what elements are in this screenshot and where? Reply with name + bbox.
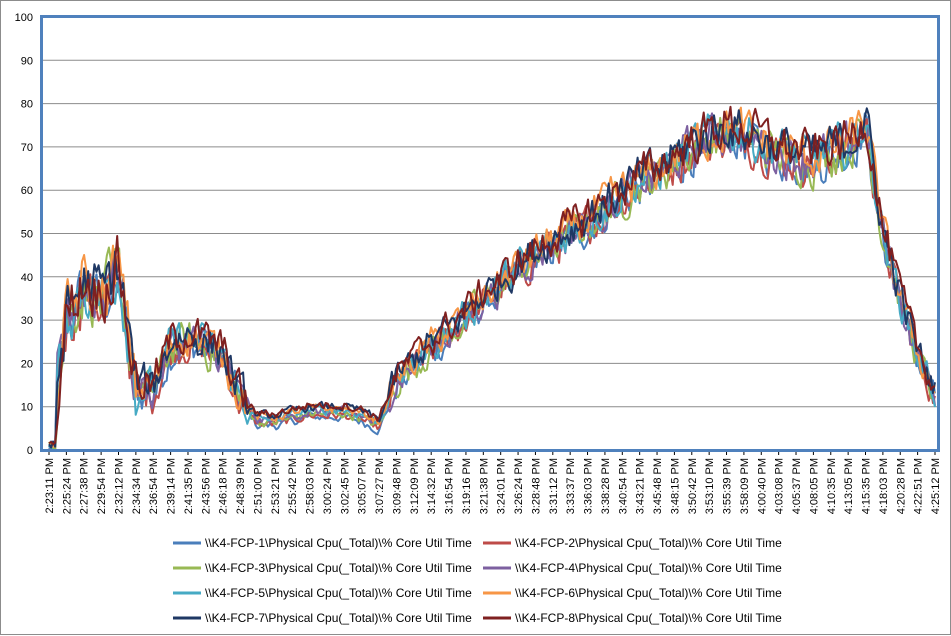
y-tick-label: 90 (21, 55, 33, 67)
x-tick-label: 2:51:00 PM (252, 458, 264, 514)
x-tick-label: 3:58:09 PM (739, 458, 751, 514)
series-lines (48, 105, 936, 450)
legend-label: \\K4-FCP-3\Physical Cpu(_Total)\% Core U… (205, 561, 472, 575)
legend-label: \\K4-FCP-5\Physical Cpu(_Total)\% Core U… (205, 586, 472, 600)
y-tick-label: 80 (21, 99, 33, 111)
legend-label: \\K4-FCP-7\Physical Cpu(_Total)\% Core U… (205, 611, 472, 625)
x-tick-label: 2:53:21 PM (270, 458, 282, 514)
legend-label: \\K4-FCP-1\Physical Cpu(_Total)\% Core U… (205, 536, 472, 550)
x-tick-label: 3:31:12 PM (548, 458, 560, 514)
x-axis-tick-labels: 2:23:11 PM 2:25:24 PM 2:27:38 PM 2:29:54 PM… (44, 450, 942, 514)
x-tick-label: 2:39:14 PM (166, 458, 178, 514)
x-tick-label: 3:38:28 PM (600, 458, 612, 514)
x-tick-label: 3:14:32 PM (426, 458, 438, 514)
x-tick-label: 4:20:28 PM (895, 458, 907, 514)
y-tick-label: 40 (21, 272, 33, 284)
x-tick-label: 4:15:35 PM (861, 458, 873, 514)
x-tick-label: 3:43:21 PM (635, 458, 647, 514)
x-tick-label: 4:03:08 PM (774, 458, 786, 514)
x-tick-label: 2:27:38 PM (79, 458, 91, 514)
x-tick-label: 3:33:37 PM (565, 458, 577, 514)
x-tick-label: 4:10:35 PM (826, 458, 838, 514)
y-tick-label: 50 (21, 229, 33, 241)
y-axis-tick-labels: 0 10 20 30 40 50 60 70 80 90 100 (15, 12, 33, 457)
series-line-4 (48, 112, 936, 450)
legend-label: \\K4-FCP-2\Physical Cpu(_Total)\% Core U… (515, 536, 782, 550)
x-tick-label: 3:16:54 PM (444, 458, 456, 514)
x-tick-label: 3:24:01 PM (496, 458, 508, 514)
x-tick-label: 3:02:45 PM (339, 458, 351, 514)
x-tick-label: 2:41:35 PM (183, 458, 195, 514)
legend: \\K4-FCP-1\Physical Cpu(_Total)\% Core U… (173, 536, 782, 625)
y-tick-label: 10 (21, 402, 33, 414)
x-tick-label: 3:50:42 PM (687, 458, 699, 514)
x-tick-label: 3:09:48 PM (391, 458, 403, 514)
y-tick-label: 100 (15, 12, 33, 24)
x-tick-label: 3:45:48 PM (652, 458, 664, 514)
x-tick-label: 4:05:37 PM (791, 458, 803, 514)
x-tick-label: 3:19:16 PM (461, 458, 473, 514)
x-tick-label: 3:12:09 PM (409, 458, 421, 514)
x-tick-label: 3:53:10 PM (704, 458, 716, 514)
y-tick-label: 60 (21, 185, 33, 197)
x-tick-label: 4:25:12 PM (930, 458, 942, 514)
x-tick-label: 3:40:54 PM (617, 458, 629, 514)
x-tick-label: 3:55:39 PM (722, 458, 734, 514)
x-tick-label: 3:48:15 PM (669, 458, 681, 514)
x-tick-label: 3:05:07 PM (357, 458, 369, 514)
series-line-7 (48, 107, 936, 449)
x-tick-label: 2:25:24 PM (61, 458, 73, 514)
x-tick-label: 3:07:27 PM (374, 458, 386, 514)
x-tick-label: 2:23:11 PM (44, 458, 56, 513)
x-tick-label: 2:32:12 PM (113, 458, 125, 514)
y-tick-label: 0 (27, 445, 33, 457)
x-tick-label: 4:13:05 PM (843, 458, 855, 514)
y-tick-label: 70 (21, 142, 33, 154)
x-tick-label: 3:28:48 PM (530, 458, 542, 514)
x-tick-label: 4:18:03 PM (878, 458, 890, 514)
legend-label: \\K4-FCP-4\Physical Cpu(_Total)\% Core U… (515, 561, 782, 575)
x-tick-label: 2:29:54 PM (96, 458, 108, 514)
x-tick-label: 3:36:03 PM (583, 458, 595, 514)
legend-label: \\K4-FCP-6\Physical Cpu(_Total)\% Core U… (515, 586, 782, 600)
x-tick-label: 4:00:40 PM (756, 458, 768, 514)
x-tick-label: 2:55:42 PM (287, 458, 299, 514)
legend-label: \\K4-FCP-8\Physical Cpu(_Total)\% Core U… (515, 611, 782, 625)
plot-area-border (40, 15, 940, 452)
x-tick-label: 2:58:03 PM (305, 458, 317, 514)
y-tick-label: 20 (21, 358, 33, 370)
x-tick-label: 4:22:51 PM (913, 458, 925, 514)
x-tick-label: 2:34:34 PM (131, 458, 143, 514)
x-tick-label: 2:46:18 PM (218, 458, 230, 514)
x-tick-label: 2:36:54 PM (148, 458, 160, 514)
x-tick-label: 2:48:39 PM (235, 458, 247, 514)
gridlines (42, 16, 938, 451)
x-tick-label: 2:43:56 PM (200, 458, 212, 514)
x-tick-label: 3:26:24 PM (513, 458, 525, 514)
x-tick-label: 3:21:38 PM (478, 458, 490, 514)
series-line-8 (48, 105, 936, 446)
y-tick-label: 30 (21, 315, 33, 327)
x-tick-label: 3:00:24 PM (322, 458, 334, 514)
x-tick-label: 4:08:05 PM (808, 458, 820, 514)
